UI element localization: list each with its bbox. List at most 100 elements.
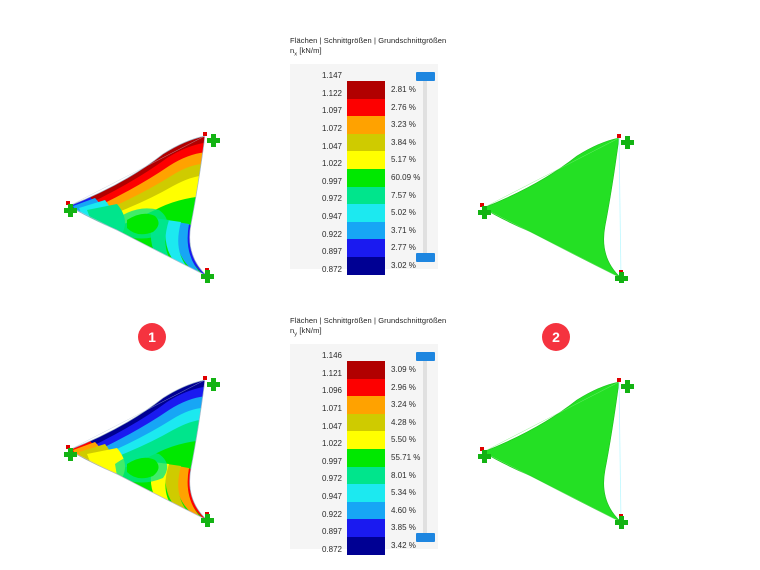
- legend-title-ny: Flächen | Schnittgrößen | Grundschnittgr…: [290, 316, 446, 339]
- legend-value: 1.022: [321, 439, 342, 449]
- legend-swatch[interactable]: [347, 204, 385, 222]
- legend-swatch[interactable]: [347, 431, 385, 449]
- structure-top-left[interactable]: [55, 128, 265, 283]
- support-symbol-top: [203, 132, 220, 147]
- legend-swatch[interactable]: [347, 378, 385, 397]
- membrane-contour-nx-view: [64, 132, 220, 283]
- legend-value: 0.897: [321, 247, 342, 257]
- slider-handle-min[interactable]: [416, 533, 435, 543]
- support-symbol-top: [617, 134, 634, 149]
- legend-value: 0.872: [321, 264, 342, 274]
- legend-swatch[interactable]: [347, 396, 385, 414]
- legend-title-path-ny: Flächen | Schnittgrößen | Grundschnittgr…: [290, 316, 447, 325]
- callout-badge-2[interactable]: 2: [542, 323, 570, 351]
- legend-panel-ny: Flächen | Schnittgrößen | Grundschnittgr…: [290, 316, 446, 555]
- legend-value: 0.997: [321, 176, 342, 186]
- legend-percent: 3.42 %: [391, 540, 416, 550]
- legend-percent: 3.84 %: [391, 137, 416, 147]
- legend-range-slider-nx[interactable]: [415, 72, 435, 263]
- legend-percent: 2.77 %: [391, 243, 416, 253]
- membrane-uniform-ny-view: [478, 134, 634, 283]
- legend-swatch[interactable]: [347, 360, 385, 379]
- legend-title-nx: Flächen | Schnittgrößen | Grundschnittgr…: [290, 36, 446, 59]
- legend-percent: 3.02 %: [391, 260, 416, 270]
- support-symbol-bottom: [615, 514, 628, 529]
- legend-percent: 3.23 %: [391, 120, 416, 130]
- legend-value: 0.997: [321, 456, 342, 466]
- legend-percent: 2.96 %: [391, 382, 416, 392]
- legend-percent: 5.50 %: [391, 435, 416, 445]
- structure-bottom-right[interactable]: [455, 370, 665, 530]
- legend-percent: 4.28 %: [391, 417, 416, 427]
- legend-value: 1.146: [321, 351, 342, 361]
- legend-value: 0.972: [321, 194, 342, 204]
- structure-top-right[interactable]: [455, 128, 665, 283]
- legend-value: 1.071: [321, 403, 342, 413]
- membrane-surface: [482, 137, 622, 279]
- legend-swatch[interactable]: [347, 239, 385, 257]
- structure-bottom-left[interactable]: [55, 370, 265, 530]
- legend-value: 0.947: [321, 491, 342, 501]
- legend-value: 0.897: [321, 527, 342, 537]
- legend-percent: 2.76 %: [391, 102, 416, 112]
- membrane-uniform-nx-view: [478, 378, 634, 529]
- legend-percent: 5.02 %: [391, 208, 416, 218]
- legend-swatch[interactable]: [347, 501, 385, 520]
- legend-color-swatches-nx: [347, 80, 385, 275]
- legend-swatch[interactable]: [347, 484, 385, 502]
- legend-swatch[interactable]: [347, 519, 385, 537]
- legend-subscript-ny: y: [294, 331, 298, 338]
- legend-swatch[interactable]: [347, 168, 385, 187]
- callout-badge-1[interactable]: 1: [138, 323, 166, 351]
- legend-percent: 3.09 %: [391, 364, 416, 374]
- legend-swatch[interactable]: [347, 221, 385, 240]
- contour-bands: [69, 380, 207, 520]
- legend-percentages-ny: 3.09 % 2.96 % 3.24 % 4.28 % 5.50 % 55.71 % 8.0…: [391, 361, 429, 555]
- legend-box-ny: 1.146 1.121 1.096 1.071 1.047 1.022 0.99…: [290, 344, 438, 555]
- legend-color-swatches-ny: [347, 360, 385, 555]
- legend-value: 1.121: [321, 368, 342, 378]
- legend-swatch[interactable]: [347, 466, 385, 485]
- legend-swatch[interactable]: [347, 413, 385, 432]
- legend-percent: 8.01 %: [391, 470, 416, 480]
- legend-percent: 5.34 %: [391, 488, 416, 498]
- legend-percent: 2.81 %: [391, 84, 416, 94]
- legend-swatch[interactable]: [347, 151, 385, 169]
- legend-swatch[interactable]: [347, 116, 385, 134]
- legend-value: 1.147: [321, 71, 342, 81]
- membrane-outline: [68, 135, 208, 277]
- legend-symbol-ny: n: [290, 326, 295, 336]
- slider-handle-min[interactable]: [416, 253, 435, 263]
- legend-swatch[interactable]: [347, 80, 385, 99]
- legend-swatch[interactable]: [347, 133, 385, 152]
- legend-value: 1.096: [321, 386, 342, 396]
- legend-swatch[interactable]: [347, 98, 385, 117]
- support-symbol-bottom: [201, 268, 214, 283]
- legend-percent: 3.85 %: [391, 523, 416, 533]
- legend-percent: 55.71 %: [391, 452, 421, 462]
- legend-title-path-nx: Flächen | Schnittgrößen | Grundschnittgr…: [290, 36, 447, 45]
- slider-handle-max[interactable]: [416, 352, 435, 362]
- legend-swatch[interactable]: [347, 448, 385, 467]
- legend-value: 0.922: [321, 229, 342, 239]
- legend-value: 0.972: [321, 474, 342, 484]
- legend-swatch[interactable]: [347, 256, 385, 275]
- membrane-surface: [482, 381, 622, 523]
- legend-percent: 7.57 %: [391, 190, 416, 200]
- legend-swatch[interactable]: [347, 186, 385, 205]
- legend-percent: 4.60 %: [391, 505, 416, 515]
- legend-range-slider-ny[interactable]: [415, 352, 435, 543]
- membrane-contour-ny-view: [64, 376, 220, 527]
- slider-track: [423, 78, 427, 257]
- contour-bands: [69, 136, 207, 276]
- legend-unit-ny: [kN/m]: [299, 326, 322, 336]
- support-symbol-left: [64, 201, 77, 217]
- slider-track: [423, 358, 427, 537]
- slider-handle-max[interactable]: [416, 72, 435, 82]
- legend-panel-nx: Flächen | Schnittgrößen | Grundschnittgr…: [290, 36, 446, 275]
- legend-swatch[interactable]: [347, 536, 385, 555]
- support-symbol-bottom: [615, 270, 628, 283]
- legend-symbol-nx: n: [290, 46, 295, 56]
- legend-value: 0.872: [321, 544, 342, 554]
